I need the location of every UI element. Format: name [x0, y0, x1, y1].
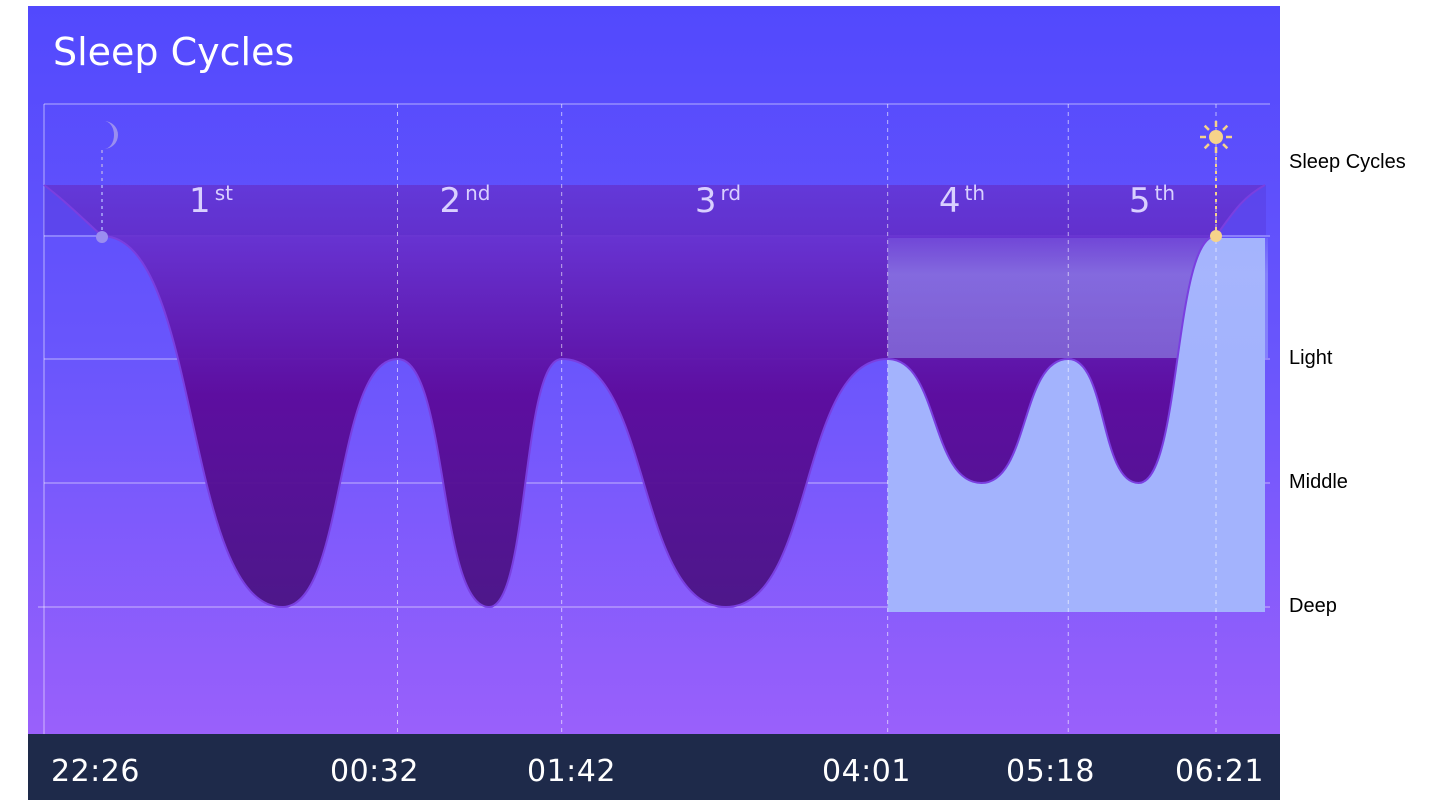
- sun-ray: [1203, 124, 1210, 131]
- highlight-top: [887, 238, 1268, 358]
- moon-dot: [96, 231, 108, 243]
- x-tick-label: 06:21: [1175, 754, 1264, 789]
- x-tick-label: 05:18: [1006, 754, 1095, 789]
- y-level-label: Light: [1289, 347, 1333, 369]
- chart-title: Sleep Cycles: [53, 30, 295, 74]
- sleep-curve: [43, 184, 1266, 609]
- x-tick-label: 04:01: [822, 754, 911, 789]
- sun-ray: [1222, 143, 1229, 150]
- y-level-label: Deep: [1289, 595, 1337, 617]
- y-level-label: Middle: [1289, 471, 1348, 493]
- top-band: [44, 185, 1266, 235]
- x-tick-label: 22:26: [51, 754, 140, 789]
- sun-dot: [1210, 230, 1222, 242]
- y-level-label: Sleep Cycles: [1289, 151, 1406, 173]
- moon-icon: [104, 121, 118, 149]
- x-tick-label: 00:32: [330, 754, 419, 789]
- sun-ray: [1203, 143, 1210, 150]
- sun-ray: [1222, 124, 1229, 131]
- sun-icon: [1200, 121, 1232, 153]
- time-axis-bar: [28, 734, 1280, 800]
- sun-core: [1209, 130, 1223, 144]
- x-tick-label: 01:42: [527, 754, 616, 789]
